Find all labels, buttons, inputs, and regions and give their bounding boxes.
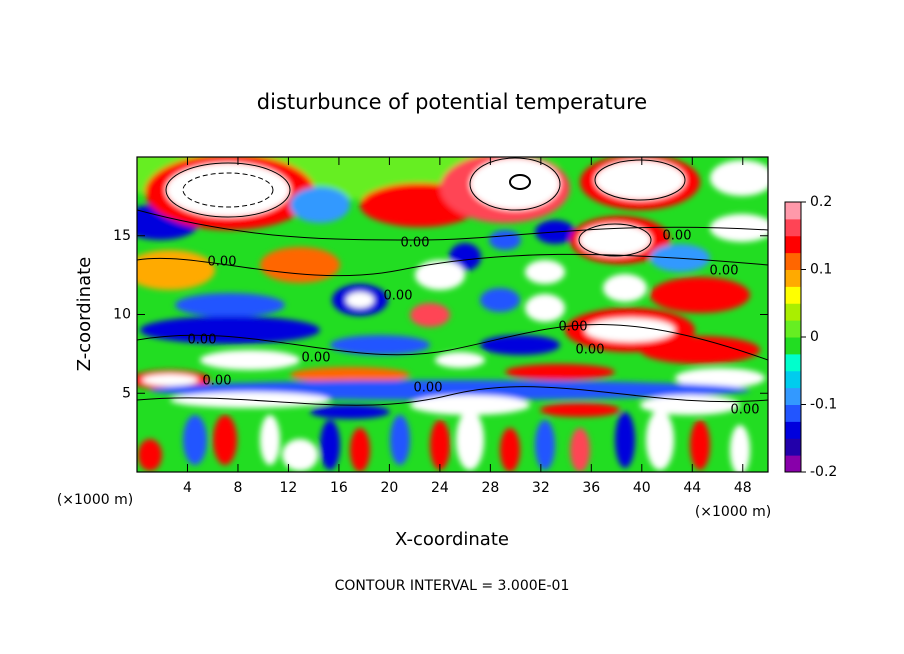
y-tick-label: 5	[122, 385, 131, 401]
x-tick-label: 12	[280, 480, 298, 496]
colorbar-swatch	[785, 353, 801, 372]
colorbar-swatch	[785, 303, 801, 321]
contour-label: 0.00	[663, 229, 692, 244]
contour-label: 0.00	[203, 374, 232, 389]
colorbar-swatch	[785, 370, 801, 389]
colorbar-swatch	[785, 438, 801, 456]
contour-label: 0.00	[401, 236, 430, 251]
contour-label: 0.00	[208, 255, 237, 270]
colorbar-swatch	[785, 218, 801, 237]
y-axis-label: Z-coordinate	[74, 257, 95, 372]
x-tick-label: 16	[330, 480, 348, 496]
colorbar-swatch	[785, 252, 801, 270]
colorbar-swatch	[785, 202, 801, 220]
x-tick-label: 4	[183, 480, 192, 496]
y-unit: (×1000 m)	[57, 492, 133, 508]
colorbar-swatch	[785, 337, 801, 355]
colorbar-swatch	[785, 455, 801, 473]
x-tick-label: 24	[431, 480, 449, 496]
contour-label: 0.00	[559, 320, 588, 335]
contour-label: 0.00	[188, 333, 217, 348]
contour-label: 0.00	[302, 351, 331, 366]
colorbar-swatch	[785, 421, 801, 439]
colorbar-swatch	[785, 320, 801, 338]
colorbar-swatch	[785, 404, 801, 422]
contour-label: 0.00	[384, 289, 413, 304]
contour-label: 0.00	[576, 343, 605, 358]
y-tick-label: 15	[113, 228, 131, 244]
contour-label: 0.00	[731, 403, 760, 418]
x-unit: (×1000 m)	[695, 504, 771, 520]
x-tick-label: 28	[481, 480, 499, 496]
colorbar-swatch	[785, 269, 801, 287]
colorbar-swatch	[785, 235, 801, 254]
x-tick-label: 8	[233, 480, 242, 496]
x-tick-label: 40	[633, 480, 651, 496]
contour-label: 0.00	[414, 381, 443, 396]
x-tick-label: 36	[582, 480, 600, 496]
colorbar-tick-label: -0.2	[810, 464, 837, 480]
colorbar-tick-label: 0	[810, 329, 819, 345]
colorbar-swatch	[785, 387, 801, 405]
x-tick-label: 44	[683, 480, 701, 496]
colorbar-tick-label: 0.2	[810, 194, 832, 210]
x-tick-label: 20	[380, 480, 398, 496]
chart-title: disturbunce of potential temperature	[257, 90, 647, 114]
colorbar-swatch	[785, 286, 801, 304]
x-tick-label: 48	[734, 480, 752, 496]
x-tick-label: 32	[532, 480, 550, 496]
field	[137, 157, 768, 472]
footnote: CONTOUR INTERVAL = 3.000E-01	[335, 578, 570, 594]
colorbar-tick-label: 0.1	[810, 262, 832, 278]
contour-label: 0.00	[710, 264, 739, 279]
colorbar-tick-label: -0.1	[810, 397, 837, 413]
x-axis-label: X-coordinate	[395, 529, 509, 550]
y-tick-label: 10	[113, 307, 131, 323]
